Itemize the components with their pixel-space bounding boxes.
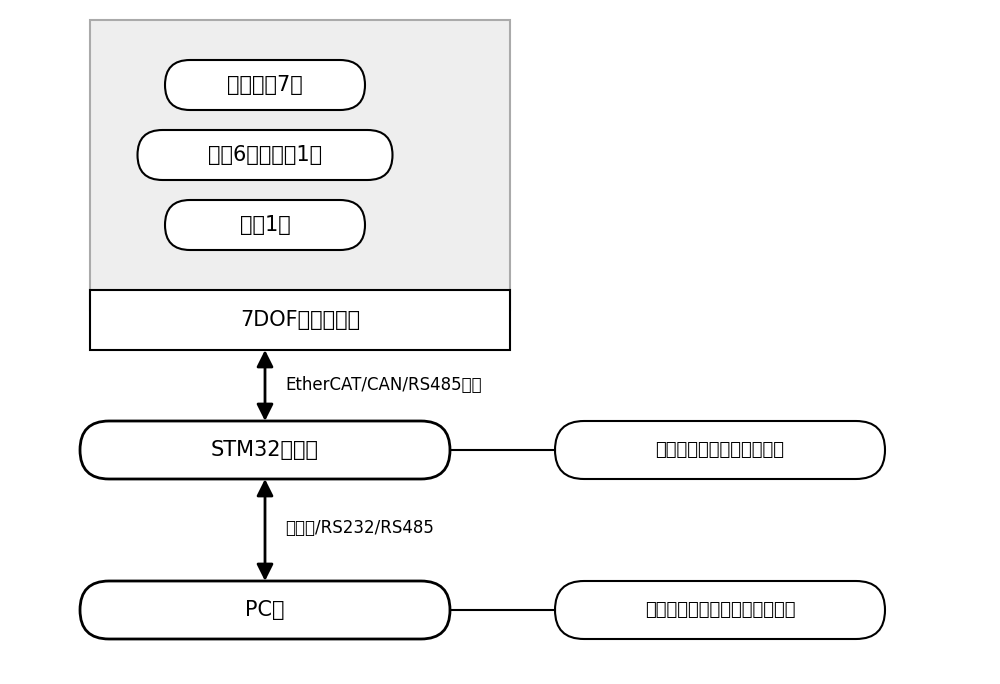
Text: 以太网/RS232/RS485: 以太网/RS232/RS485 xyxy=(285,519,434,537)
Text: 夹爪1只: 夹爪1只 xyxy=(240,215,290,235)
Text: 7DOF机械臂本体: 7DOF机械臂本体 xyxy=(240,310,360,330)
Text: 连杆6个、基座1个: 连杆6个、基座1个 xyxy=(208,145,322,165)
FancyBboxPatch shape xyxy=(555,581,885,639)
Text: STM32控制板: STM32控制板 xyxy=(211,440,319,460)
Text: PC机: PC机 xyxy=(245,600,285,620)
Text: EtherCAT/CAN/RS485通信: EtherCAT/CAN/RS485通信 xyxy=(285,376,482,394)
Text: 保证机械臂路径规划的实时计算: 保证机械臂路径规划的实时计算 xyxy=(645,601,795,619)
FancyBboxPatch shape xyxy=(80,421,450,479)
Bar xyxy=(90,290,510,350)
FancyBboxPatch shape xyxy=(138,130,392,180)
FancyBboxPatch shape xyxy=(165,60,365,110)
FancyBboxPatch shape xyxy=(80,581,450,639)
Text: 保证机械臂的实时运动控制: 保证机械臂的实时运动控制 xyxy=(656,441,784,459)
FancyBboxPatch shape xyxy=(555,421,885,479)
Bar xyxy=(90,20,510,310)
FancyBboxPatch shape xyxy=(165,200,365,250)
Text: 关节电机7个: 关节电机7个 xyxy=(227,75,303,95)
